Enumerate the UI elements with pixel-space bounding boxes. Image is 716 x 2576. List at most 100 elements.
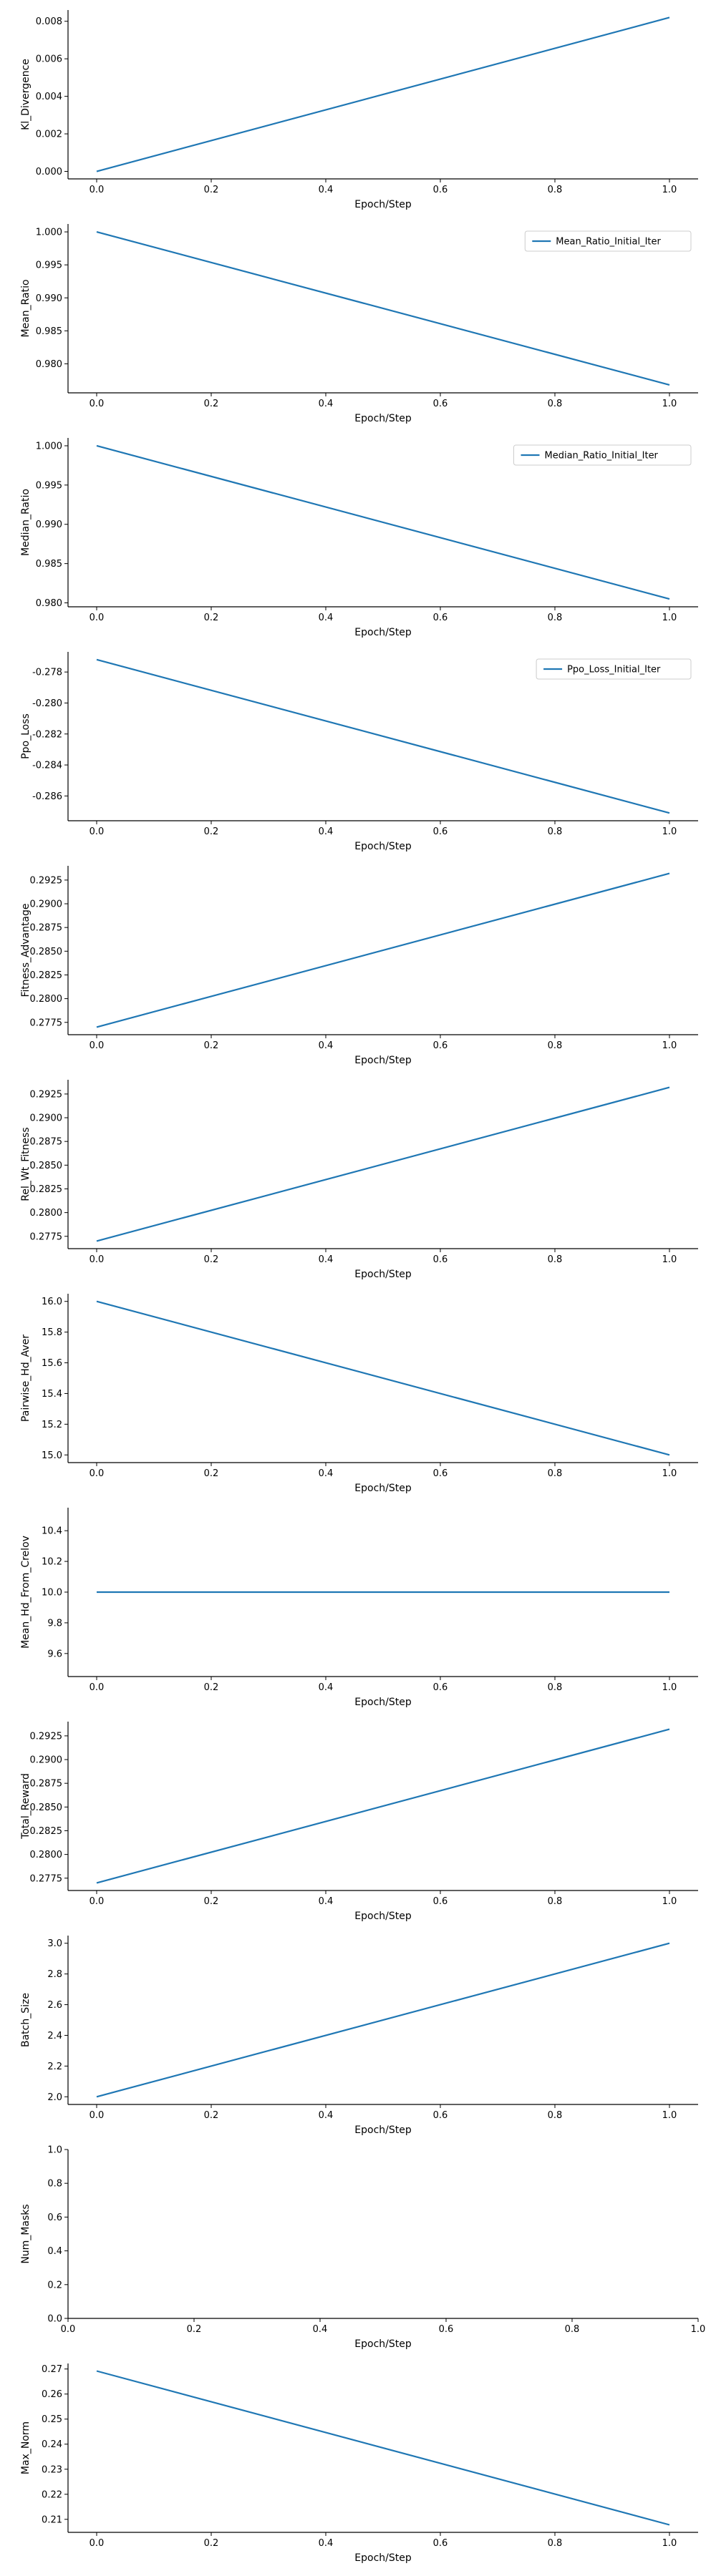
chart-panel-10: 0.0 0.2 0.4 0.6 0.8 1.0 2.0 2.2 2.4 2.6 2.8 3.0 Epoc… [20, 1936, 698, 2136]
y-tick-label: 0.23 [42, 2464, 62, 2475]
x-tick-label: 0.2 [204, 1040, 219, 1051]
x-axis-label: Epoch/Step [354, 1483, 412, 1494]
y-tick-label: 0.2925 [30, 1089, 63, 1100]
x-tick-label: 1.0 [662, 1896, 677, 1907]
y-tick-label: 0.2775 [30, 1018, 63, 1028]
x-tick-label: 0.4 [319, 1040, 334, 1051]
y-axis-label: Total_Reward [20, 1773, 32, 1840]
y-tick-label: 0.006 [36, 54, 62, 65]
y-tick-label: 0.27 [42, 2364, 62, 2375]
y-tick-label: 15.4 [42, 1389, 62, 1400]
x-tick-label: 1.0 [662, 2110, 677, 2121]
y-tick-label: 0.24 [42, 2439, 62, 2450]
chart-panel-2: 0.0 0.2 0.4 0.6 0.8 1.0 0.980 0.985 0.990 0.995 1.… [20, 224, 698, 424]
y-tick-label: 0.980 [36, 598, 62, 609]
x-tick-label: 0.2 [204, 613, 219, 623]
y-tick-label: 0.2925 [30, 875, 63, 886]
x-axis-label: Epoch/Step [354, 413, 412, 424]
x-tick-label: 0.0 [90, 613, 105, 623]
y-tick-label: 1.000 [36, 228, 62, 238]
x-tick-label: 0.6 [433, 2110, 448, 2121]
y-tick-label: 0.2875 [30, 923, 63, 934]
x-tick-label: 1.0 [662, 2538, 677, 2549]
chart-panel-12: 0.0 0.2 0.4 0.6 0.8 1.0 0.21 0.22 0.23 0.24 0.25 0.… [20, 2363, 698, 2564]
y-tick-label: 0.2775 [30, 1873, 63, 1884]
x-tick-label: 1.0 [662, 826, 677, 837]
x-tick-label: 0.4 [319, 613, 334, 623]
x-tick-label: 0.4 [319, 1896, 334, 1907]
x-tick-label: 1.0 [662, 1682, 677, 1693]
chart-panel-6: 0.0 0.2 0.4 0.6 0.8 1.0 0.2775 0.2800 0.2825 0.28… [20, 1080, 698, 1280]
y-axis-label: Median_Ratio [20, 489, 32, 556]
x-tick-label: 0.2 [204, 399, 219, 409]
x-axis-label: Epoch/Step [354, 841, 412, 852]
y-tick-label: -0.282 [32, 729, 62, 740]
y-tick-label: 0.0 [47, 2314, 62, 2325]
chart-panel-8: 0.0 0.2 0.4 0.6 0.8 1.0 9.6 9.8 10.0 10.2 10.4 Epoc… [20, 1508, 698, 1708]
y-axis-label: Batch_Size [20, 1993, 32, 2047]
x-tick-label: 0.0 [90, 1896, 105, 1907]
x-tick-label: 0.2 [204, 1254, 219, 1265]
x-tick-label: 0.0 [90, 1468, 105, 1479]
chart-panel-4: 0.0 0.2 0.4 0.6 0.8 1.0 -0.278 -0.280 -0.282 -0.2… [20, 652, 698, 852]
x-axis-label: Epoch/Step [354, 1697, 412, 1708]
chart-panel-1: 0.0 0.2 0.4 0.6 0.8 1.0 0.000 0.002 0.004 0.006 0.… [20, 10, 698, 210]
x-tick-label: 0.8 [548, 399, 563, 409]
x-tick-label: 0.2 [204, 185, 219, 195]
y-tick-label: 2.4 [47, 2031, 62, 2041]
x-tick-label: 0.4 [319, 826, 334, 837]
series-line [96, 1942, 670, 2098]
x-tick-label: 0.6 [433, 826, 448, 837]
chart-panel-7: 0.0 0.2 0.4 0.6 0.8 1.0 15.0 15.2 15.4 15.6 15.8 16… [20, 1294, 698, 1494]
y-tick-label: 0.000 [36, 167, 62, 177]
y-tick-label: 10.2 [42, 1557, 62, 1568]
y-tick-label: -0.280 [32, 698, 62, 709]
y-tick-label: 0.990 [36, 519, 62, 530]
x-axis-label: Epoch/Step [354, 199, 412, 210]
x-tick-label: 0.8 [548, 1254, 563, 1265]
y-tick-label: 1.000 [36, 441, 62, 452]
y-axis-label: Pairwise_Hd_Aver [20, 1335, 32, 1422]
x-tick-label: 0.2 [204, 826, 219, 837]
y-tick-label: 0.4 [47, 2246, 62, 2257]
y-tick-label: 9.8 [47, 1618, 62, 1629]
x-tick-label: 0.8 [565, 2324, 580, 2335]
x-tick-label: 0.8 [548, 185, 563, 195]
y-tick-label: 0.002 [36, 130, 62, 140]
x-tick-label: 0.6 [433, 185, 448, 195]
legend-box [513, 444, 692, 466]
x-tick-label: 0.4 [319, 1682, 334, 1693]
x-tick-label: 0.6 [433, 1682, 448, 1693]
x-tick-label: 0.6 [433, 1468, 448, 1479]
x-axis-label: Epoch/Step [354, 1269, 412, 1280]
x-tick-label: 0.4 [313, 2324, 328, 2335]
x-axis-label: Epoch/Step [354, 627, 412, 638]
y-tick-label: 0.995 [36, 480, 62, 491]
y-tick-label: 0.2850 [30, 947, 63, 957]
x-tick-label: 1.0 [662, 1468, 677, 1479]
x-tick-label: 0.0 [90, 2110, 105, 2121]
y-tick-label: 0.25 [42, 2414, 62, 2425]
y-tick-label: 0.21 [42, 2514, 62, 2525]
x-tick-label: 1.0 [691, 2324, 706, 2335]
x-tick-label: 1.0 [662, 399, 677, 409]
y-tick-label: 1.0 [47, 2145, 62, 2156]
x-tick-label: 0.4 [319, 2110, 334, 2121]
x-tick-label: 0.8 [548, 2538, 563, 2549]
series-line [96, 2370, 670, 2526]
x-axis-label: Epoch/Step [354, 2124, 412, 2136]
y-tick-label: 0.2775 [30, 1231, 63, 1242]
y-tick-label: 0.2875 [30, 1779, 63, 1790]
y-tick-label: 10.4 [42, 1526, 62, 1537]
y-tick-label: 9.6 [47, 1649, 62, 1659]
y-tick-label: 2.6 [47, 2000, 62, 2011]
x-axis-label: Epoch/Step [354, 2338, 412, 2350]
legend-label: Ppo_Loss_Initial_Iter [567, 665, 661, 675]
x-tick-label: 0.8 [548, 826, 563, 837]
x-tick-label: 0.6 [433, 2538, 448, 2549]
chart-panel-3: 0.0 0.2 0.4 0.6 0.8 1.0 0.980 0.985 0.990 0.995 1.… [20, 438, 698, 638]
y-tick-label: 2.0 [47, 2092, 62, 2103]
y-tick-label: 0.2900 [30, 1113, 63, 1124]
x-tick-label: 0.8 [548, 1682, 563, 1693]
y-axis-label: Rel_Wt_Fitness [20, 1127, 32, 1201]
